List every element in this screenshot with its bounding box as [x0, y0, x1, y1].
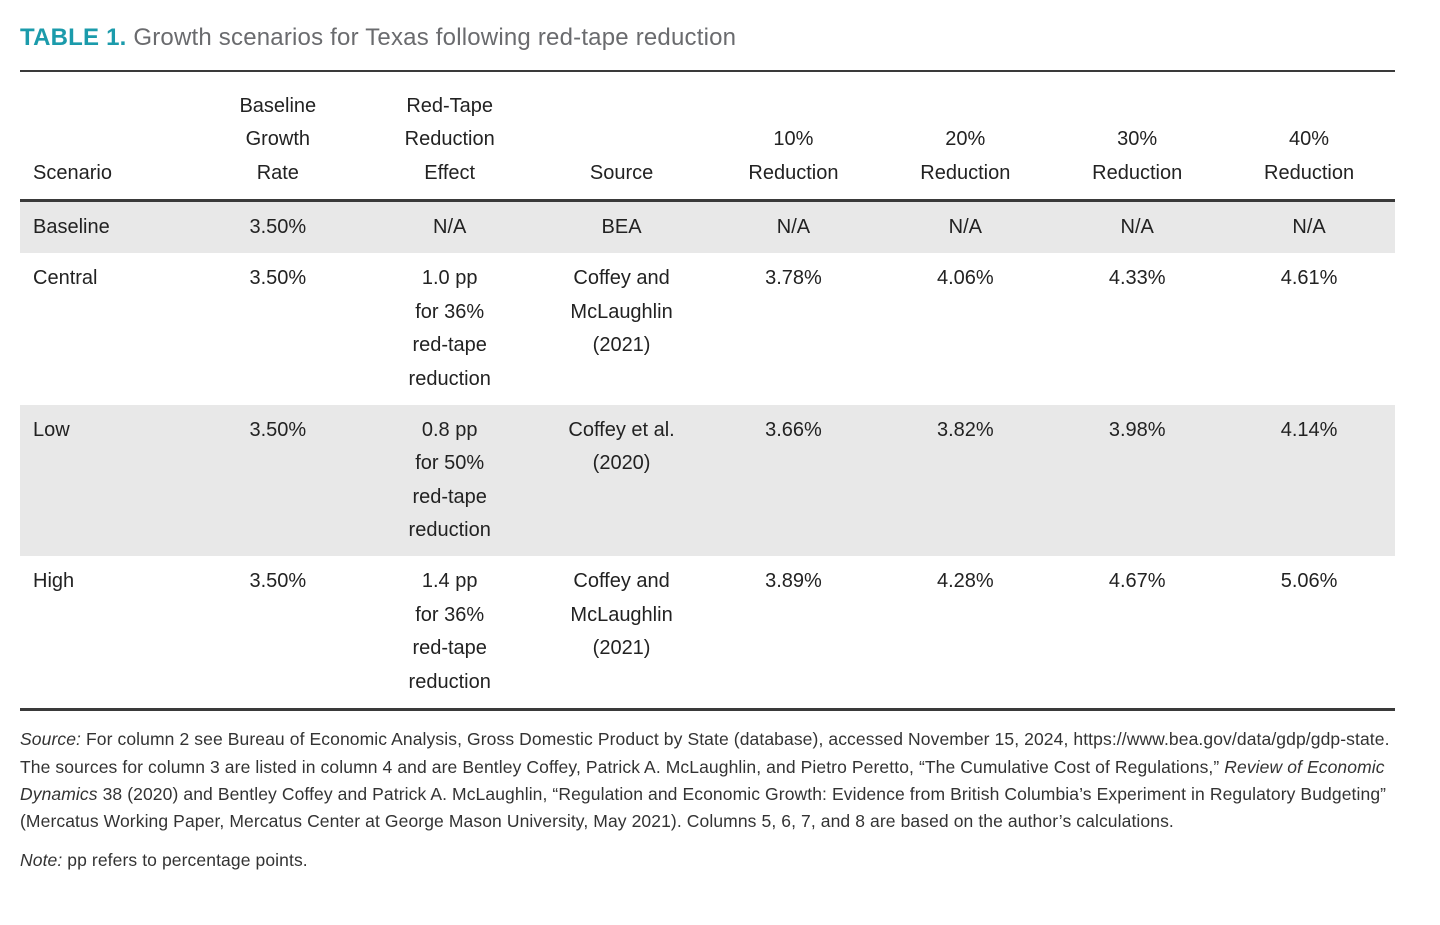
- table-cell: 4.14%: [1280, 418, 1338, 441]
- table-cell: 0.8 pp for 50% red-tape reduction: [408, 418, 491, 542]
- column-header-red-tape-reduction-effect: Red-Tape Reduction Effect: [404, 94, 495, 184]
- title-divider: [20, 69, 1395, 72]
- table-row-central: Central 3.50% 1.0 pp for 36% red-tape re…: [20, 253, 1395, 405]
- table-cell: 3.66%: [765, 418, 822, 441]
- column-header-baseline-growth-rate: Baseline Growth Rate: [239, 94, 317, 184]
- table-cell: 4.33%: [1108, 267, 1166, 290]
- table-body: Baseline 3.50% N/A BEA N/A N/A N/A N/A C…: [20, 200, 1395, 710]
- table-cell: Central: [33, 267, 98, 290]
- table-cell: 1.4 pp for 36% red-tape reduction: [408, 570, 491, 693]
- source-note: Source: For column 2 see Bureau of Econo…: [20, 729, 1390, 832]
- note: Note: pp refers to percentage points.: [20, 849, 308, 870]
- table-row-baseline: Baseline 3.50% N/A BEA N/A N/A N/A N/A: [20, 200, 1395, 254]
- page-title: TABLE 1. Growth scenarios for Texas foll…: [20, 24, 1395, 53]
- table-row-high: High 3.50% 1.4 pp for 36% red-tape reduc…: [20, 556, 1395, 709]
- table-title-text: Growth scenarios for Texas following red…: [126, 24, 737, 51]
- column-header-20pct-reduction: 20% Reduction: [920, 128, 1011, 184]
- table-cell: Coffey and McLaughlin (2021): [570, 267, 673, 357]
- table-cell: 3.50%: [249, 267, 307, 290]
- table-cell: 4.67%: [1108, 570, 1166, 593]
- table-cell: N/A: [433, 215, 467, 238]
- table-cell: N/A: [1120, 215, 1154, 238]
- table-row-low: Low 3.50% 0.8 pp for 50% red-tape reduct…: [20, 404, 1395, 557]
- table-cell: Coffey et al. (2020): [568, 418, 675, 475]
- footnotes: Source: For column 2 see Bureau of Econo…: [20, 726, 1395, 874]
- column-header-scenario: Scenario: [33, 161, 112, 184]
- table-cell: BEA: [601, 215, 642, 238]
- page: TABLE 1. Growth scenarios for Texas foll…: [20, 24, 1395, 874]
- table-cell: 4.28%: [936, 570, 994, 593]
- column-header-source: Source: [589, 161, 654, 184]
- table-cell: 3.98%: [1108, 418, 1166, 441]
- table-header: Scenario Baseline Growth Rate Red-Tape R…: [20, 72, 1395, 201]
- table-cell: N/A: [776, 215, 811, 238]
- table-cell: 1.0 pp for 36% red-tape reduction: [408, 267, 491, 390]
- column-header-10pct-reduction: 10% Reduction: [748, 128, 839, 184]
- table-cell: 3.78%: [765, 267, 822, 290]
- table-number-label: TABLE 1.: [20, 24, 127, 51]
- column-header-30pct-reduction: 30% Reduction: [1092, 128, 1183, 184]
- table-cell: 3.82%: [936, 418, 994, 441]
- table-cell: 3.50%: [249, 570, 307, 593]
- table-cell: Low: [33, 418, 70, 441]
- table-cell: 3.50%: [249, 215, 307, 238]
- table-cell: 5.06%: [1280, 570, 1338, 593]
- table-cell: N/A: [1292, 215, 1326, 238]
- growth-scenarios-table: Scenario Baseline Growth Rate Red-Tape R…: [20, 72, 1395, 711]
- table-cell: 4.06%: [936, 267, 994, 290]
- table-cell: Baseline: [33, 215, 110, 238]
- table-cell: Coffey and McLaughlin (2021): [570, 570, 673, 660]
- header-row: Scenario Baseline Growth Rate Red-Tape R…: [20, 72, 1395, 201]
- table-cell: 4.61%: [1280, 267, 1338, 290]
- table-cell: High: [33, 570, 75, 593]
- column-header-40pct-reduction: 40% Reduction: [1264, 128, 1355, 184]
- table-cell: 3.50%: [249, 418, 307, 441]
- table-cell: N/A: [948, 215, 982, 238]
- table-cell: 3.89%: [765, 570, 822, 593]
